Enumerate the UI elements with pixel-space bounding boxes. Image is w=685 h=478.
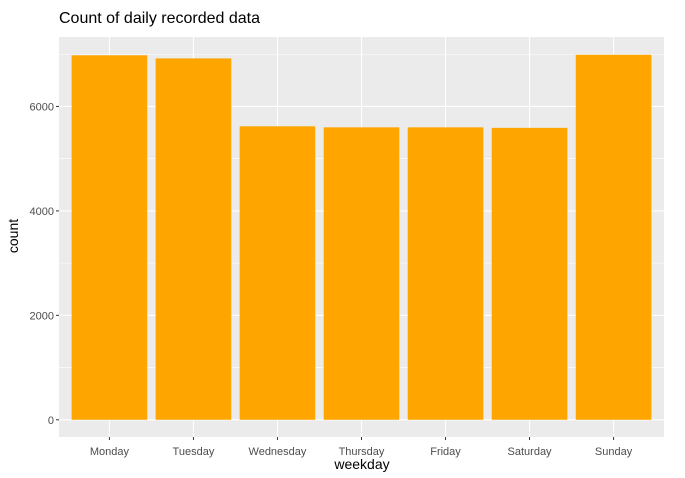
x-tick-label: Wednesday xyxy=(249,446,307,458)
x-axis-title: weekday xyxy=(333,456,389,472)
x-tick-label: Tuesday xyxy=(173,446,215,458)
y-axis: 0 2000 4000 6000 xyxy=(30,101,59,427)
y-tick-label: 4000 xyxy=(30,206,54,218)
bar-monday xyxy=(71,55,148,420)
bar-sunday xyxy=(575,54,652,420)
x-tick-label: Saturday xyxy=(508,446,553,458)
x-tick-label: Thursday xyxy=(339,446,385,458)
x-tick-label: Monday xyxy=(90,446,130,458)
y-axis-title: count xyxy=(5,219,21,253)
bar-tuesday xyxy=(155,58,232,420)
bar-friday xyxy=(407,127,484,420)
y-tick-label: 2000 xyxy=(30,310,54,322)
bar-thursday xyxy=(323,127,400,420)
y-tick-label: 6000 xyxy=(30,101,54,113)
bars xyxy=(71,54,652,420)
bar-wednesday xyxy=(239,126,316,420)
chart-title: Count of daily recorded data xyxy=(59,10,260,27)
y-tick-label: 0 xyxy=(48,415,54,427)
x-tick-label: Sunday xyxy=(595,446,633,458)
x-tick-label: Friday xyxy=(430,446,461,458)
x-axis: Monday Tuesday Wednesday Thursday Friday Satu… xyxy=(90,437,633,458)
bar-saturday xyxy=(491,127,568,420)
